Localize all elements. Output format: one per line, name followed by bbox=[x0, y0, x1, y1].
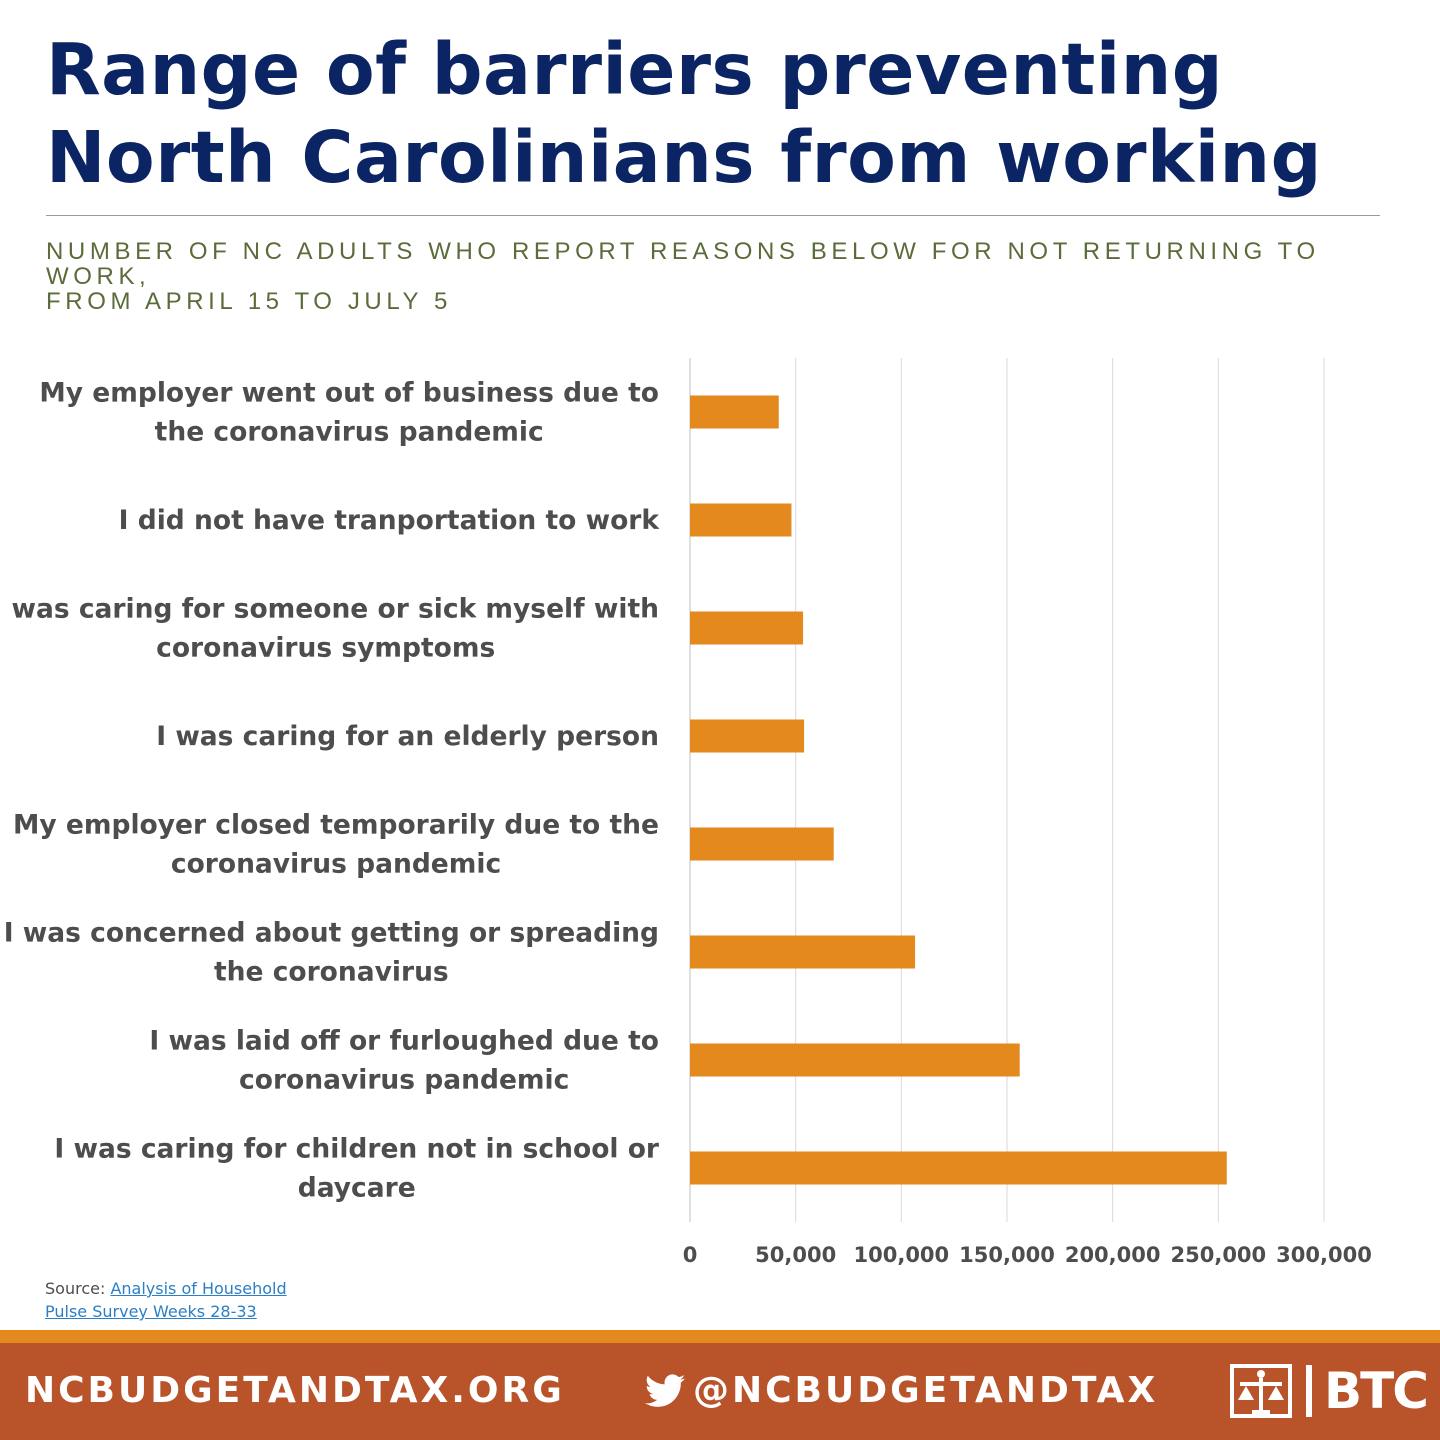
logo-separator bbox=[1306, 1365, 1312, 1417]
category-label: I was caring for someone or sick myself … bbox=[0, 594, 659, 625]
category-label: I was caring for children not in school … bbox=[54, 1134, 659, 1165]
bar bbox=[690, 1043, 1020, 1077]
category-label: I did not have tranportation to work bbox=[119, 505, 661, 536]
x-tick-label: 100,000 bbox=[854, 1243, 950, 1267]
source-note: Source: Analysis of Household Pulse Surve… bbox=[45, 1277, 287, 1323]
category-label: the coronavirus pandemic bbox=[155, 417, 544, 448]
chart-subtitle: NUMBER OF NC ADULTS WHO REPORT REASONS B… bbox=[46, 239, 1426, 314]
bar bbox=[690, 395, 779, 429]
category-labels: My employer went out of business due to t… bbox=[0, 378, 660, 1204]
twitter-handle-text: @NCBUDGETANDTAX bbox=[693, 1370, 1159, 1411]
x-tick-label: 300,000 bbox=[1276, 1243, 1372, 1267]
category-label: daycare bbox=[298, 1173, 416, 1204]
bar bbox=[690, 827, 834, 861]
category-label: My employer went out of business due to bbox=[39, 378, 659, 409]
source-link[interactable]: Analysis of Household Pulse Survey Weeks … bbox=[45, 1279, 287, 1323]
bar bbox=[690, 935, 916, 969]
scales-of-justice-icon bbox=[1230, 1364, 1292, 1418]
x-tick-label: 150,000 bbox=[959, 1243, 1055, 1267]
subtitle-line-2: FROM APRIL 15 TO JULY 5 bbox=[46, 288, 452, 315]
grid-lines bbox=[689, 358, 1325, 1222]
bar bbox=[690, 719, 805, 753]
category-label: coronavirus pandemic bbox=[171, 849, 501, 880]
category-label: My employer closed temporarily due to th… bbox=[13, 810, 659, 841]
bar bbox=[690, 611, 804, 645]
btc-logo: BTC bbox=[1230, 1361, 1429, 1421]
x-axis-tick-labels: 0 50,000 100,000 150,000 200,000 250,000 300,0… bbox=[683, 1243, 1372, 1267]
subtitle-line-1: NUMBER OF NC ADULTS WHO REPORT REASONS B… bbox=[46, 238, 1320, 290]
source-link-line-1: Analysis of Household bbox=[110, 1279, 287, 1298]
bar bbox=[690, 503, 792, 537]
title-divider bbox=[46, 215, 1380, 216]
x-tick-label: 250,000 bbox=[1171, 1243, 1267, 1267]
twitter-bird-icon bbox=[645, 1374, 685, 1407]
category-label: I was laid off or furloughed due to bbox=[149, 1026, 659, 1057]
footer-twitter-handle[interactable]: @NCBUDGETANDTAX bbox=[645, 1369, 1158, 1413]
category-label: coronavirus pandemic bbox=[239, 1065, 569, 1096]
category-label: I was caring for an elderly person bbox=[156, 721, 659, 752]
bar bbox=[690, 1151, 1227, 1185]
footer-accent-stripe bbox=[0, 1330, 1440, 1343]
source-link-line-2: Pulse Survey Weeks 28-33 bbox=[45, 1302, 257, 1321]
bars bbox=[690, 395, 1227, 1185]
page-title: Range of barriers preventing North Carol… bbox=[46, 28, 1322, 199]
x-tick-label: 0 bbox=[683, 1243, 698, 1267]
logo-text: BTC bbox=[1324, 1362, 1429, 1420]
x-tick-label: 200,000 bbox=[1065, 1243, 1161, 1267]
category-label: I was concerned about getting or spreadi… bbox=[4, 918, 659, 949]
source-prefix: Source: bbox=[45, 1279, 111, 1298]
x-tick-label: 50,000 bbox=[755, 1243, 836, 1267]
category-label: coronavirus symptoms bbox=[156, 633, 495, 664]
category-label: the coronavirus bbox=[214, 957, 449, 988]
bar-chart: My employer went out of business due to t… bbox=[0, 358, 1372, 1267]
footer: NCBUDGETANDTAX.ORG @NCBUDGETANDTAX BTC bbox=[0, 1343, 1440, 1440]
footer-website-link[interactable]: NCBUDGETANDTAX.ORG bbox=[25, 1370, 565, 1411]
